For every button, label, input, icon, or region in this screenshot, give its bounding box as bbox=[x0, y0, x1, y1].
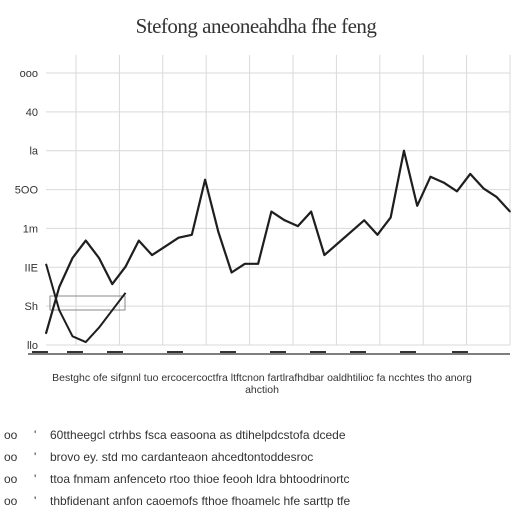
data-point bbox=[71, 257, 74, 259]
note-number: oo bbox=[4, 494, 18, 508]
data-point bbox=[389, 216, 392, 219]
note-number: oo bbox=[4, 428, 18, 442]
data-point bbox=[217, 231, 220, 233]
data-point bbox=[124, 265, 127, 268]
note-bullet: ' bbox=[34, 494, 37, 508]
data-point bbox=[58, 286, 61, 288]
y-tick-label: Sh bbox=[25, 301, 38, 313]
data-point bbox=[416, 205, 419, 207]
note-text: brovo ey. std mo cardanteaon ahcedtontod… bbox=[50, 450, 314, 464]
note-item: oo ' ttoa fnmam anfenceto rtoo thioe feo… bbox=[0, 472, 512, 492]
data-point bbox=[191, 234, 193, 236]
caption-line-2: ahctioh bbox=[245, 384, 279, 396]
data-point bbox=[310, 210, 312, 213]
series-line-secondary bbox=[45, 263, 127, 344]
chart-title: Stefong aneoneahdha fhe feng bbox=[135, 14, 377, 38]
data-point bbox=[283, 219, 286, 222]
data-point bbox=[230, 271, 233, 274]
note-text: 60ttheegcl ctrhbs fsca easoona as dtihel… bbox=[50, 428, 346, 442]
note-bullet: ' bbox=[34, 472, 37, 486]
data-point bbox=[138, 239, 140, 242]
data-point bbox=[204, 178, 206, 181]
data-point bbox=[270, 210, 273, 213]
note-bullet: ' bbox=[34, 450, 37, 464]
data-point bbox=[429, 176, 432, 178]
note-item: oo ' brovo ey. std mo cardanteaon ahcedt… bbox=[0, 450, 512, 470]
data-point bbox=[323, 254, 326, 256]
note-text: thbfidenant anfon caoemofs fthoe fhoamel… bbox=[50, 494, 351, 508]
data-point bbox=[363, 219, 365, 222]
data-point bbox=[442, 181, 445, 184]
data-point bbox=[244, 263, 246, 265]
data-point bbox=[257, 263, 259, 265]
data-point bbox=[403, 149, 405, 152]
data-point bbox=[469, 173, 472, 175]
note-item: oo ' 60ttheegcl ctrhbs fsca easoona as d… bbox=[0, 428, 512, 448]
y-tick-label: llo bbox=[27, 340, 38, 352]
note-bullet: ' bbox=[34, 428, 37, 442]
y-tick-label: IIE bbox=[25, 262, 38, 274]
data-point bbox=[151, 254, 153, 256]
data-point bbox=[164, 245, 167, 248]
data-point bbox=[45, 332, 47, 335]
note-item: oo ' thbfidenant anfon caoemofs fthoe fh… bbox=[0, 494, 512, 514]
note-number: oo bbox=[4, 472, 18, 486]
data-point bbox=[84, 239, 87, 242]
note-text: ttoa fnmam anfenceto rtoo thioe feooh ld… bbox=[50, 472, 350, 486]
data-point bbox=[482, 187, 485, 190]
y-tick-label: 1m bbox=[23, 223, 38, 235]
chart-caption: Bestghc ofe sifgnnl tuo ercocercoctfra l… bbox=[14, 372, 510, 396]
data-point bbox=[456, 190, 458, 193]
data-point bbox=[297, 225, 299, 227]
y-tick-label: 5OO bbox=[15, 185, 39, 197]
data-point bbox=[98, 257, 100, 259]
data-point bbox=[495, 196, 498, 198]
note-number: oo bbox=[4, 450, 18, 464]
annotation-box bbox=[49, 295, 126, 311]
data-point bbox=[336, 242, 339, 245]
y-tick-label: la bbox=[29, 146, 38, 158]
data-point bbox=[177, 236, 180, 239]
data-point bbox=[509, 210, 511, 213]
data-point bbox=[350, 231, 352, 233]
data-point bbox=[111, 283, 114, 285]
y-tick-label: ooo bbox=[20, 68, 38, 80]
series-line bbox=[44, 149, 511, 334]
data-point bbox=[376, 234, 379, 236]
caption-line-1: Bestghc ofe sifgnnl tuo ercocercoctfra l… bbox=[52, 372, 472, 384]
y-tick-label: 40 bbox=[26, 107, 38, 119]
